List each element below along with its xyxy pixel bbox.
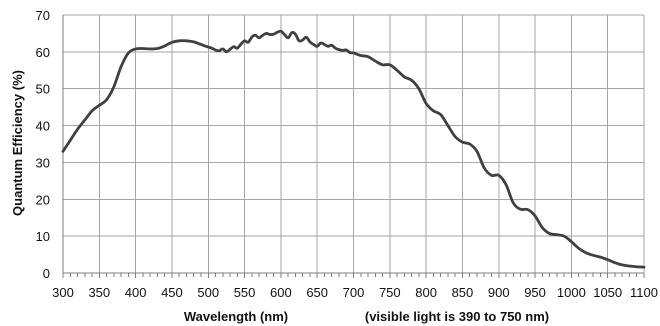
x-tick-label: 400 [125,285,147,300]
x-tick-label: 550 [234,285,256,300]
x-tick-label: 300 [52,285,74,300]
y-tick-label: 10 [36,229,50,244]
y-tick-label: 50 [36,82,50,97]
x-tick-label: 1050 [593,285,622,300]
qe-curve [61,29,646,269]
x-tick-label: 350 [88,285,110,300]
x-tick-label: 950 [524,285,546,300]
y-tick-label: 0 [43,266,50,281]
x-tick-label: 1100 [630,285,658,300]
axes [62,15,645,278]
y-tick-label: 40 [36,119,50,134]
x-axis-title: Wavelength (nm) [184,309,288,324]
x-tick-label: 650 [306,285,328,300]
y-tick-label: 60 [36,45,50,60]
x-tick-label: 900 [488,285,510,300]
y-tick-label: 70 [36,8,50,23]
x-tick-label: 850 [452,285,474,300]
x-tick-label: 700 [343,285,365,300]
y-axis-title: Quantum Efficiency (%) [10,70,25,216]
x-tick-label: 1000 [557,285,586,300]
x-axis-note: (visible light is 390 to 750 nm) [365,309,549,324]
x-tick-label: 450 [161,285,183,300]
x-tick-label: 500 [197,285,219,300]
x-tick-label: 600 [270,285,292,300]
x-tick-label: 750 [379,285,401,300]
tick-labels: 300 350 400 450 500 550 600 650 700 750 800 850 900 9… [36,8,658,300]
y-tick-label: 30 [36,155,50,170]
series-layer [61,29,646,269]
y-tick-label: 20 [36,192,50,207]
x-tick-label: 800 [415,285,437,300]
